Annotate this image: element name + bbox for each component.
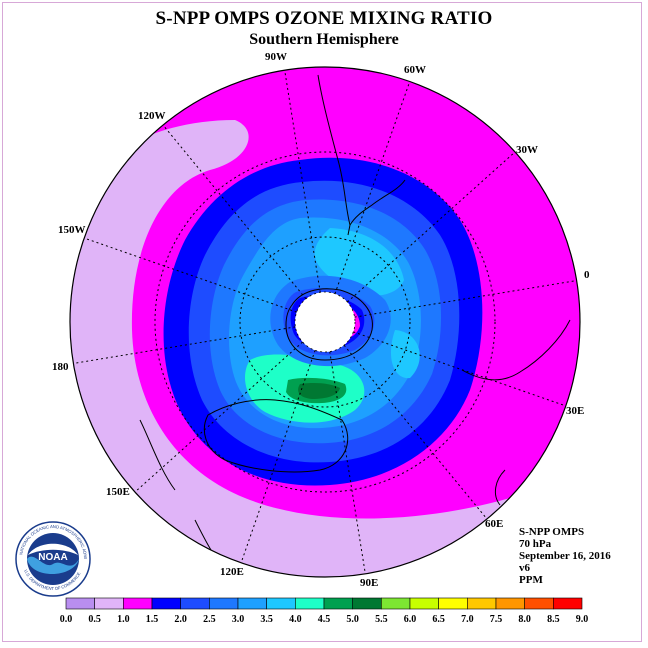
- south-america-coast: [317, 74, 351, 236]
- colorbar-label: 2.0: [174, 614, 187, 625]
- polar-data-gap: [295, 292, 355, 352]
- logo-gull: [28, 543, 78, 555]
- colorbar-swatch: [151, 597, 181, 610]
- colorbar-swatch: [209, 597, 239, 610]
- lon-label-30w: 30W: [516, 144, 538, 156]
- noaa-logo: NOAA NATIONAL OCEANIC AND ATMOSPHERIC AD…: [14, 520, 91, 597]
- colorbar-swatch: [180, 597, 210, 610]
- latitude-circle: [239, 236, 411, 408]
- logo-wave: [27, 556, 79, 575]
- colorbar-swatches: [65, 597, 583, 610]
- colorbar-label: 7.5: [490, 614, 503, 625]
- south-america-east-coast: [349, 179, 406, 226]
- colorbar-label: 4.0: [289, 614, 302, 625]
- lon-label-150e: 150E: [106, 486, 130, 498]
- colorbar: 0.0 0.5 1.0 1.5 2.0 2.5 3.0 3.5 4.0 4.5 5.0 5.5 6.0 6…: [60, 597, 589, 625]
- colorbar-label: 0.0: [60, 614, 73, 625]
- colorbar-label: 3.5: [260, 614, 273, 625]
- colorbar-label: 6.0: [404, 614, 417, 625]
- colorbar-swatch: [524, 597, 554, 610]
- australia-coast: [203, 399, 349, 473]
- colorbar-swatch: [381, 597, 411, 610]
- colorbar-label: 8.5: [547, 614, 560, 625]
- info-version: v6: [519, 562, 530, 574]
- lon-label-90e: 90E: [360, 577, 378, 589]
- lon-label-60w: 60W: [404, 64, 426, 76]
- colorbar-label: 3.0: [232, 614, 245, 625]
- ozone-field: [70, 67, 580, 577]
- colorbar-swatch: [65, 597, 95, 610]
- colorbar-labels: 0.0 0.5 1.0 1.5 2.0 2.5 3.0 3.5 4.0 4.5 5.0 5.5 6.0 6…: [60, 614, 589, 625]
- latitude-circle: [154, 151, 496, 493]
- info-date: September 16, 2016: [519, 550, 611, 562]
- colorbar-swatch: [237, 597, 267, 610]
- info-units: PPM: [519, 574, 543, 586]
- colorbar-swatch: [553, 597, 583, 610]
- colorbar-swatch: [323, 597, 353, 610]
- lon-label-0: 0: [584, 269, 590, 281]
- lon-label-180: 180: [52, 361, 69, 373]
- page-subtitle: Southern Hemisphere: [249, 31, 399, 48]
- lon-label-150w: 150W: [58, 224, 86, 236]
- colorbar-swatch: [495, 597, 525, 610]
- plot-frame: [2, 2, 642, 642]
- colorbar-swatch: [94, 597, 124, 610]
- colorbar-swatch: [467, 597, 497, 610]
- colorbar-label: 4.5: [318, 614, 331, 625]
- page-title: S-NPP OMPS OZONE MIXING RATIO: [155, 8, 493, 29]
- logo-text: NOAA: [38, 552, 67, 563]
- colorbar-label: 1.5: [146, 614, 159, 625]
- level-0-5: [70, 120, 524, 577]
- pole-circle: [294, 291, 356, 353]
- colorbar-label: 5.0: [346, 614, 359, 625]
- new-zealand-1: [139, 419, 176, 491]
- colorbar-label: 9.0: [576, 614, 589, 625]
- info-level: 70 hPa: [519, 538, 552, 550]
- info-product: S-NPP OMPS: [519, 526, 585, 538]
- colorbar-swatch: [123, 597, 153, 610]
- colorbar-label: 7.0: [461, 614, 474, 625]
- info-block: S-NPP OMPS 70 hPa September 16, 2016 v6 …: [519, 526, 611, 586]
- colorbar-label: 0.5: [88, 614, 101, 625]
- colorbar-swatch: [352, 597, 382, 610]
- lon-label-90w: 90W: [265, 51, 287, 63]
- lon-label-60e: 60E: [485, 518, 503, 530]
- africa-coast: [461, 319, 571, 381]
- colorbar-label: 2.5: [203, 614, 216, 625]
- colorbar-swatch: [438, 597, 468, 610]
- colorbar-swatch: [266, 597, 296, 610]
- colorbar-label: 8.0: [518, 614, 531, 625]
- lon-label-30e: 30E: [566, 405, 584, 417]
- map-border: [69, 66, 581, 578]
- colorbar-swatch: [295, 597, 325, 610]
- colorbar-label: 1.0: [117, 614, 130, 625]
- madagascar: [494, 469, 506, 506]
- meridian-lines: [70, 67, 580, 577]
- antarctica-coast: [285, 288, 373, 361]
- colorbar-label: 5.5: [375, 614, 388, 625]
- colorbar-swatch: [409, 597, 439, 610]
- level-5-0: [298, 383, 340, 399]
- colorbar-label: 6.5: [432, 614, 445, 625]
- lon-label-120w: 120W: [138, 110, 166, 122]
- lon-label-120e: 120E: [220, 566, 244, 578]
